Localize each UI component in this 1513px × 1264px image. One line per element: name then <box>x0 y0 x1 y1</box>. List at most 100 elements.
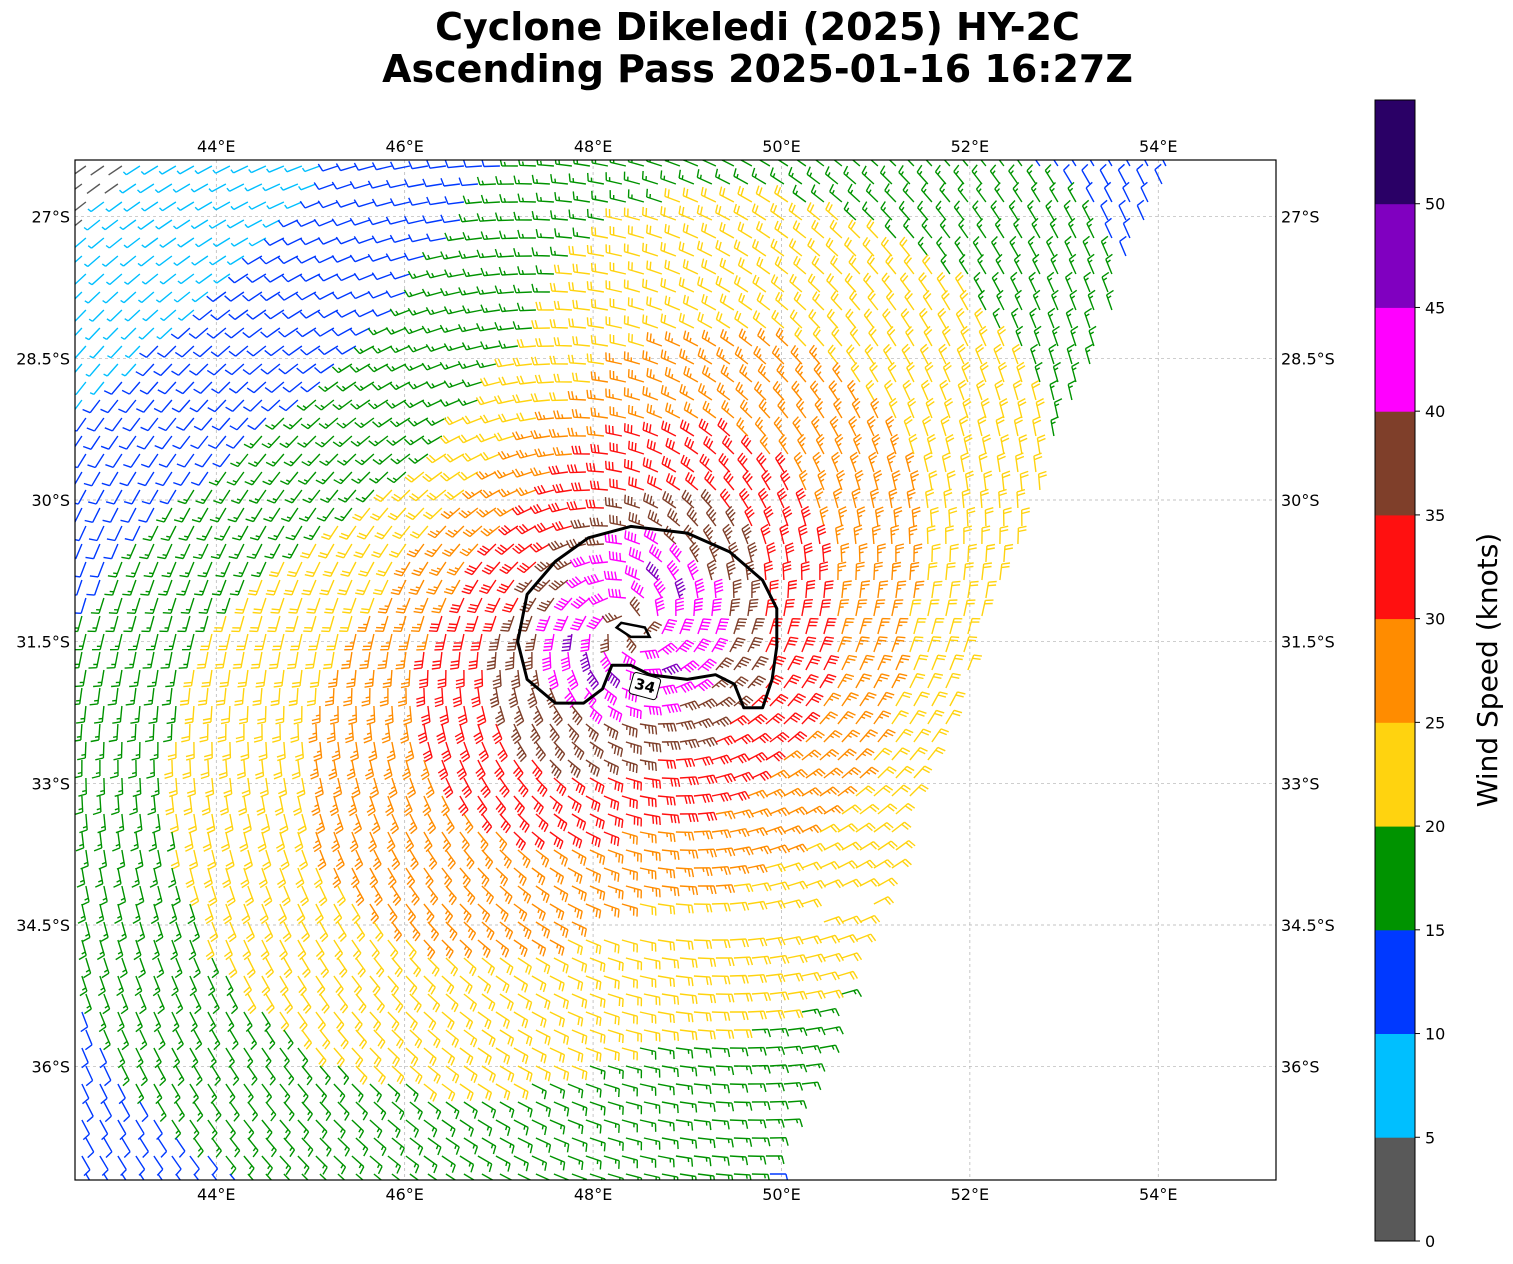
wind-barb <box>441 1047 456 1066</box>
wind-barb <box>250 651 263 669</box>
wind-barb <box>423 939 436 960</box>
wind-barb <box>553 373 572 383</box>
wind-barb <box>607 777 624 793</box>
wind-barb <box>314 903 324 925</box>
wind-barb <box>441 1155 456 1173</box>
wind-barb <box>971 164 983 185</box>
wind-barb <box>586 669 599 690</box>
wind-barb <box>117 1011 125 1033</box>
wind-barb <box>600 633 610 653</box>
wind-barb <box>77 903 87 924</box>
wind-barb <box>517 813 530 833</box>
wind-barb <box>1066 343 1075 365</box>
wind-barb <box>244 219 263 229</box>
wind-barb <box>171 1047 181 1069</box>
wind-barb <box>121 1101 131 1123</box>
wind-barb <box>337 1101 350 1121</box>
wind-barb <box>711 1119 730 1130</box>
wind-barb <box>589 1029 606 1044</box>
wind-barb <box>801 898 822 908</box>
wind-barb <box>242 363 263 375</box>
wind-barb <box>172 885 181 907</box>
wind-barb <box>757 363 771 383</box>
wind-barb <box>495 1011 510 1029</box>
wind-barb <box>406 543 425 558</box>
wind-barb <box>524 633 537 652</box>
wind-barb <box>976 218 987 239</box>
wind-barb <box>459 831 470 852</box>
wind-barb <box>499 1173 513 1180</box>
wind-barb <box>643 813 661 826</box>
wind-barb <box>351 1119 365 1139</box>
wind-barb <box>375 561 393 577</box>
wind-barb <box>513 975 529 993</box>
wind-barb <box>364 759 375 780</box>
wind-barb <box>445 1173 457 1180</box>
wind-barb <box>367 217 389 226</box>
wind-barb <box>925 397 935 419</box>
wind-barb <box>126 723 137 743</box>
wind-barb <box>991 271 1001 293</box>
wind-barb <box>369 1155 383 1175</box>
wind-barb <box>705 506 717 527</box>
wind-barb <box>240 741 250 762</box>
wind-barb <box>1021 507 1030 527</box>
wind-barb <box>837 860 859 870</box>
wind-barb <box>364 669 375 688</box>
wind-barb <box>174 543 191 560</box>
wind-barb <box>386 435 407 446</box>
wind-barb <box>120 507 137 523</box>
wind-barb <box>475 759 486 781</box>
wind-barb <box>605 460 623 473</box>
wind-barb <box>567 390 586 401</box>
wind-barb <box>331 218 353 227</box>
wind-barb <box>262 849 272 871</box>
wind-barb <box>877 543 886 563</box>
wind-barb <box>118 399 137 414</box>
wind-barb <box>627 297 645 311</box>
wind-barb <box>621 795 638 809</box>
wind-barb <box>359 651 371 670</box>
wind-barb <box>380 633 393 651</box>
wind-barb <box>877 766 897 779</box>
wind-barb <box>751 239 767 257</box>
wind-barb <box>123 201 141 212</box>
wind-barb <box>868 326 879 347</box>
wind-barb <box>349 831 359 853</box>
wind-barb <box>603 687 618 706</box>
wind-barb <box>332 867 342 889</box>
wind-barb <box>729 865 750 875</box>
wind-barb <box>905 451 915 473</box>
wind-barb <box>885 254 897 275</box>
wind-barb <box>215 687 227 706</box>
lat-tick-label-left: 33°S <box>31 774 70 793</box>
wind-barb <box>1028 271 1037 293</box>
wind-barb <box>75 669 87 688</box>
wind-barb <box>517 957 532 975</box>
wind-barb <box>998 160 1005 167</box>
wind-barb <box>751 1028 771 1038</box>
wind-barb <box>389 417 411 428</box>
wind-barb <box>82 435 101 450</box>
wind-barb <box>771 309 785 329</box>
wind-barb <box>82 399 101 414</box>
axis-ticks: 44°E44°E46°E46°E48°E48°E50°E50°E52°E52°E… <box>16 137 1335 1204</box>
wind-barb <box>413 651 425 670</box>
wind-barb <box>787 954 808 964</box>
wind-barb <box>601 612 623 624</box>
wind-barb <box>297 939 307 961</box>
wind-barb <box>571 408 590 419</box>
wind-barb <box>393 561 411 577</box>
wind-barb <box>1118 199 1127 221</box>
wind-barb <box>909 673 926 689</box>
wind-barb <box>535 849 550 868</box>
wind-barb <box>753 381 767 401</box>
wind-barb <box>228 543 245 560</box>
wind-barb <box>531 320 550 329</box>
wind-barb <box>462 195 482 205</box>
wind-barb <box>609 160 627 167</box>
wind-barb <box>851 397 861 419</box>
wind-barb <box>798 469 808 491</box>
wind-barb <box>139 1173 145 1180</box>
